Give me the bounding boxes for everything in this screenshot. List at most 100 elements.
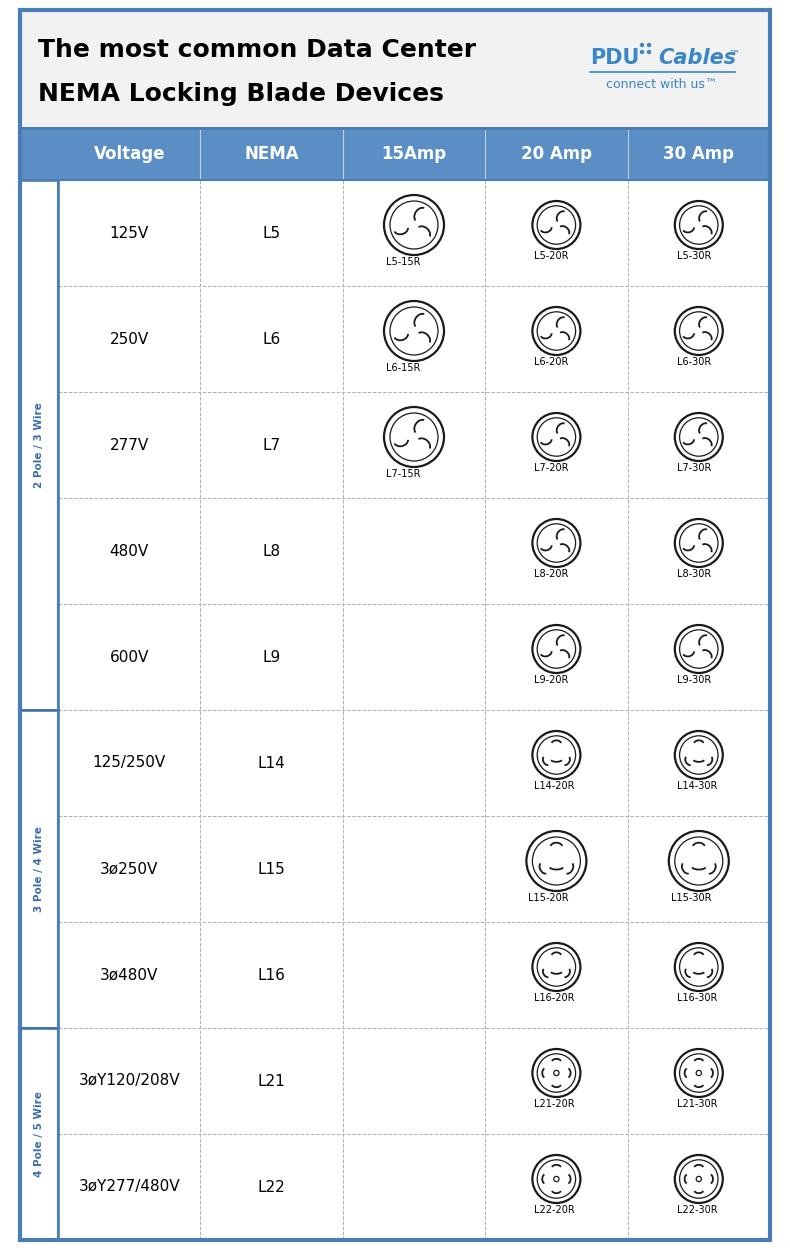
Bar bbox=[20, 710, 58, 1028]
Bar bbox=[58, 286, 770, 392]
Text: L7-15R: L7-15R bbox=[386, 469, 420, 479]
Text: L21-30R: L21-30R bbox=[677, 1099, 717, 1109]
Text: PDU: PDU bbox=[590, 48, 639, 68]
Text: L9: L9 bbox=[262, 650, 280, 665]
Text: L22-20R: L22-20R bbox=[534, 1205, 575, 1215]
Bar bbox=[20, 10, 770, 128]
Circle shape bbox=[647, 42, 651, 47]
Text: NEMA: NEMA bbox=[244, 145, 299, 162]
Text: 15Amp: 15Amp bbox=[382, 145, 446, 162]
Circle shape bbox=[532, 308, 581, 355]
Text: L8-30R: L8-30R bbox=[677, 569, 711, 579]
Text: The most common Data Center: The most common Data Center bbox=[38, 38, 476, 62]
Text: L7: L7 bbox=[262, 438, 280, 452]
Text: 3øY120/208V: 3øY120/208V bbox=[78, 1074, 180, 1089]
Circle shape bbox=[675, 308, 723, 355]
Text: 4 Pole / 5 Wire: 4 Pole / 5 Wire bbox=[34, 1091, 44, 1178]
Text: 480V: 480V bbox=[110, 544, 149, 559]
Text: L14-20R: L14-20R bbox=[534, 781, 575, 791]
Bar bbox=[58, 498, 770, 604]
Circle shape bbox=[675, 1049, 723, 1098]
Text: Cables: Cables bbox=[658, 48, 736, 68]
Bar bbox=[58, 710, 770, 816]
Circle shape bbox=[640, 50, 644, 54]
Text: L6-15R: L6-15R bbox=[386, 362, 420, 372]
Circle shape bbox=[532, 942, 581, 991]
Circle shape bbox=[696, 1176, 702, 1181]
Bar bbox=[58, 922, 770, 1028]
Circle shape bbox=[554, 1070, 559, 1076]
Circle shape bbox=[532, 731, 581, 779]
Bar bbox=[20, 180, 58, 710]
Circle shape bbox=[647, 50, 651, 54]
Circle shape bbox=[526, 831, 586, 891]
Circle shape bbox=[554, 1176, 559, 1181]
Circle shape bbox=[384, 301, 444, 361]
Text: connect with us™: connect with us™ bbox=[606, 78, 717, 91]
Text: L5-20R: L5-20R bbox=[534, 251, 569, 261]
Text: L8: L8 bbox=[262, 544, 280, 559]
Circle shape bbox=[532, 412, 581, 461]
Circle shape bbox=[640, 42, 644, 47]
Text: L15: L15 bbox=[258, 861, 285, 876]
Circle shape bbox=[384, 195, 444, 255]
Bar bbox=[20, 1028, 58, 1240]
Text: 30 Amp: 30 Amp bbox=[664, 145, 734, 162]
Text: 20 Amp: 20 Amp bbox=[521, 145, 592, 162]
Circle shape bbox=[384, 408, 444, 468]
Text: L6: L6 bbox=[262, 331, 280, 346]
Circle shape bbox=[696, 1070, 702, 1076]
Text: L5: L5 bbox=[262, 225, 280, 240]
Text: L15-20R: L15-20R bbox=[529, 892, 569, 902]
Text: L16-20R: L16-20R bbox=[534, 992, 575, 1002]
Text: L8-20R: L8-20R bbox=[534, 569, 569, 579]
Bar bbox=[58, 1134, 770, 1240]
Circle shape bbox=[675, 1155, 723, 1202]
Circle shape bbox=[675, 942, 723, 991]
Text: L9-30R: L9-30R bbox=[677, 675, 711, 685]
Circle shape bbox=[675, 412, 723, 461]
Text: 125/250V: 125/250V bbox=[92, 755, 166, 770]
Text: 3øY277/480V: 3øY277/480V bbox=[78, 1180, 180, 1195]
Bar bbox=[58, 604, 770, 710]
Bar bbox=[58, 816, 770, 922]
Text: 600V: 600V bbox=[110, 650, 149, 665]
Bar bbox=[58, 1028, 770, 1134]
Text: 3ø480V: 3ø480V bbox=[100, 968, 158, 982]
Text: NEMA Locking Blade Devices: NEMA Locking Blade Devices bbox=[38, 82, 444, 106]
Circle shape bbox=[532, 519, 581, 568]
Text: L9-20R: L9-20R bbox=[534, 675, 569, 685]
Text: 3 Pole / 4 Wire: 3 Pole / 4 Wire bbox=[34, 826, 44, 912]
Text: L5-15R: L5-15R bbox=[386, 258, 420, 268]
Text: L16-30R: L16-30R bbox=[677, 992, 717, 1002]
Text: L22: L22 bbox=[258, 1180, 285, 1195]
Text: L14-30R: L14-30R bbox=[677, 781, 717, 791]
Circle shape bbox=[675, 201, 723, 249]
Text: ™: ™ bbox=[728, 50, 739, 60]
Text: 3ø250V: 3ø250V bbox=[100, 861, 158, 876]
Text: 125V: 125V bbox=[110, 225, 149, 240]
Text: Voltage: Voltage bbox=[93, 145, 165, 162]
Circle shape bbox=[675, 625, 723, 672]
Text: L15-30R: L15-30R bbox=[671, 892, 711, 902]
Circle shape bbox=[532, 1155, 581, 1202]
Text: L22-30R: L22-30R bbox=[677, 1205, 717, 1215]
Circle shape bbox=[532, 625, 581, 672]
Circle shape bbox=[675, 731, 723, 779]
Text: L7-20R: L7-20R bbox=[534, 462, 569, 472]
Text: L14: L14 bbox=[258, 755, 285, 770]
Text: L7-30R: L7-30R bbox=[677, 462, 711, 472]
Text: L21: L21 bbox=[258, 1074, 285, 1089]
Text: 2 Pole / 3 Wire: 2 Pole / 3 Wire bbox=[34, 402, 44, 488]
Text: L6-20R: L6-20R bbox=[534, 357, 569, 367]
Text: L5-30R: L5-30R bbox=[677, 251, 711, 261]
Bar bbox=[58, 180, 770, 286]
Text: L6-30R: L6-30R bbox=[677, 357, 711, 367]
Text: 250V: 250V bbox=[110, 331, 149, 346]
Circle shape bbox=[669, 831, 729, 891]
Bar bbox=[58, 392, 770, 498]
Text: L16: L16 bbox=[258, 968, 285, 982]
Circle shape bbox=[675, 519, 723, 568]
Circle shape bbox=[532, 1049, 581, 1098]
Bar bbox=[20, 127, 770, 180]
